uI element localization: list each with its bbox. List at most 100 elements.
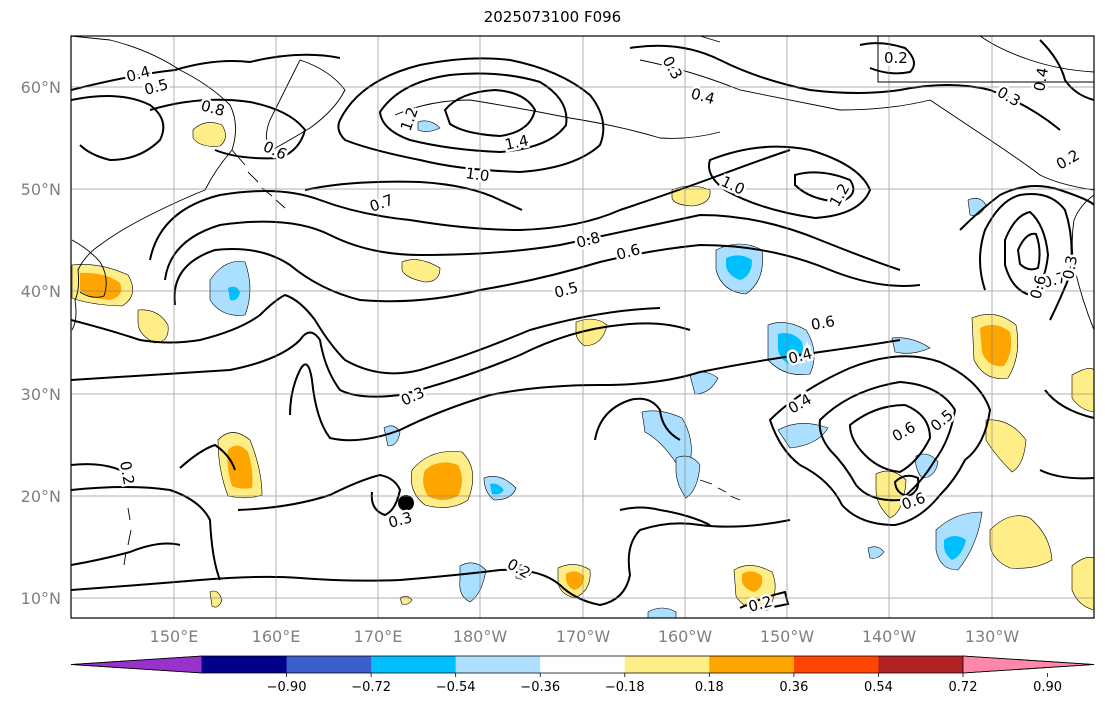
contour-line [289,339,901,442]
shade-neg [417,120,441,132]
lon-tick-label: 130°W [965,627,1020,646]
colorbar-segment [709,656,795,673]
contour-label: 0.6 [614,240,642,264]
shade-neg [867,546,885,559]
colorbar: −0.90 −0.72 −0.54 −0.36 −0.18 0.18 0.36 0.54 0.7… [70,655,1095,695]
coast-kamchatka [266,59,346,151]
contour-label: 0.4 [689,84,717,108]
contour-label: 0.3 [1059,254,1081,281]
lat-tick-label: 20°N [21,487,61,506]
colorbar-tick-label: −0.90 [267,680,307,695]
colorbar-segment [455,656,541,673]
shade-pos [80,272,122,300]
lon-tick-label: 150°E [150,627,199,646]
contour-label: 0.5 [552,278,580,302]
colorbar-tick-label: 0.72 [949,680,978,695]
contour-line [1039,389,1094,480]
lon-tick-label: 160°E [252,627,301,646]
contour-label: 1.4 [503,131,530,154]
colorbar-segment [624,656,710,673]
colorbar-tick-label: 0.36 [779,680,808,695]
contour-label: 0.3 [398,383,427,409]
colorbar-extend-low [70,655,203,674]
contour-label: 1.2 [826,180,854,210]
shade-pos [985,419,1027,473]
contour-line [893,474,920,498]
contour-line [149,98,307,160]
contour-line [959,185,1094,231]
shade-neg [675,455,701,499]
lon-tick-label: 170°W [556,627,611,646]
lat-tick-label: 10°N [21,589,61,608]
contour-label: 0.2 [1053,146,1083,174]
contour-line [149,149,791,261]
contour-line [859,42,915,75]
coast-hawaii [699,479,741,501]
contour-label: 0.5 [927,406,957,435]
colorbar-tick-label: −0.18 [605,680,645,695]
lat-tick-label: 30°N [21,385,61,404]
coast-kurils [231,149,286,209]
contour-line [979,193,1073,321]
coast-alaska-north [699,36,1094,73]
contour-line [71,443,236,471]
contour-line [848,403,932,474]
contour-line [768,355,992,527]
inset-box [877,35,1095,83]
colorbar-tick-label: 0.90 [1033,680,1062,695]
contour-line [164,213,901,281]
contour-line [818,380,957,502]
shade-neg [777,423,829,449]
colorbar-segment [286,656,372,673]
contour-label: 0.4 [1030,66,1052,93]
coast-marianas [123,507,132,566]
contour-label: 0.8 [574,228,602,252]
contour-line [71,95,165,162]
shade-pos [989,515,1053,569]
shade-neg [891,337,931,354]
contour-label: 0.6 [810,312,837,334]
shade-pos [742,571,763,592]
contour-label: 0.7 [367,191,396,216]
colorbar-segment [793,656,879,673]
lon-tick-label: 170°E [354,627,403,646]
shade-pos [209,590,223,608]
colorbar-outline [70,655,1095,674]
lon-tick-label: 180°W [453,627,508,646]
shade-neg [944,536,966,560]
coast-asia [71,36,236,331]
shade-neg [726,255,752,280]
colorbar-segment [540,656,626,673]
coast-alaska [639,59,1094,191]
shade-pos [575,318,608,347]
shading-positive [71,122,1094,611]
contour-line [71,293,661,375]
map-area: 0.4 0.5 0.8 0.6 1.2 1.4 1.0 0.3 0.4 0.2 … [71,36,1094,618]
shade-pos [423,462,462,500]
contour-label: 0.2 [884,49,908,67]
lat-tick-label: 60°N [21,78,61,97]
contour-line [71,322,691,398]
shade-neg [383,425,401,447]
contour-line [71,53,341,91]
shade-pos [401,259,441,283]
shade-neg [459,562,487,603]
contour-line [337,57,605,174]
lon-tick-label: 160°W [658,627,713,646]
colorbar-tick-label: −0.54 [436,680,476,695]
contour-line [304,180,523,211]
contour-line [1016,232,1041,271]
shade-pos [137,309,169,344]
storm-marker-icon [398,495,414,511]
contour-line [71,519,791,607]
contour-line [71,486,221,581]
lon-axis: 150°E 160°E 170°E 180°W 170°W 160°W 150°… [150,627,1020,646]
colorbar-tick-label: −0.72 [351,680,391,695]
contour-label: 0.6 [260,137,289,163]
contour-line [71,542,181,566]
shade-pos [192,122,226,147]
shade-pos [566,571,584,590]
shade-neg [915,453,939,479]
lon-tick-label: 150°W [760,627,815,646]
contour-line [794,171,855,204]
